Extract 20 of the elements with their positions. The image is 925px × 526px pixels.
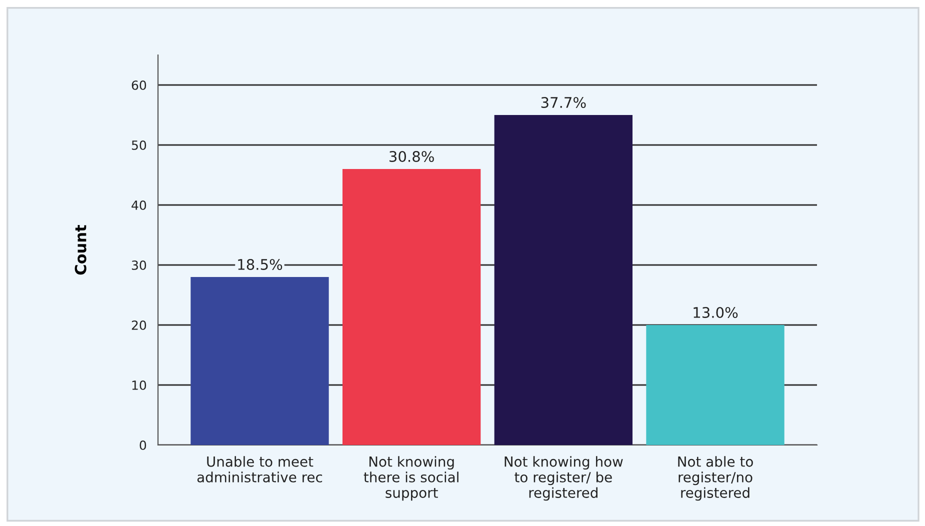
x-tick-label: Not able to register/no registered: [678, 456, 753, 501]
x-tick-label: Not knowing there is social support: [364, 456, 458, 501]
bar: [494, 115, 633, 445]
y-tick-label: 30: [132, 260, 146, 270]
y-axis-title: Count: [74, 224, 86, 275]
annotation: 13.0%: [694, 306, 738, 318]
y-tick-label: 40: [132, 200, 146, 210]
bar: [342, 169, 481, 445]
y-tick-label: 0: [140, 440, 146, 450]
x-tick-label: Unable to meet administrative rec: [197, 456, 322, 482]
bar: [646, 325, 784, 445]
annotation: 30.8%: [390, 150, 434, 162]
annotation: 37.7%: [541, 96, 586, 108]
x-tick-label: Not knowing how to register/ be registered: [504, 456, 623, 501]
y-tick-label: 60: [132, 80, 146, 90]
y-tick-label: 10: [132, 380, 146, 390]
y-tick-label: 50: [132, 140, 146, 150]
annotation: 18.5%: [238, 258, 282, 270]
bar: [190, 277, 329, 445]
y-tick-label: 20: [132, 320, 146, 330]
